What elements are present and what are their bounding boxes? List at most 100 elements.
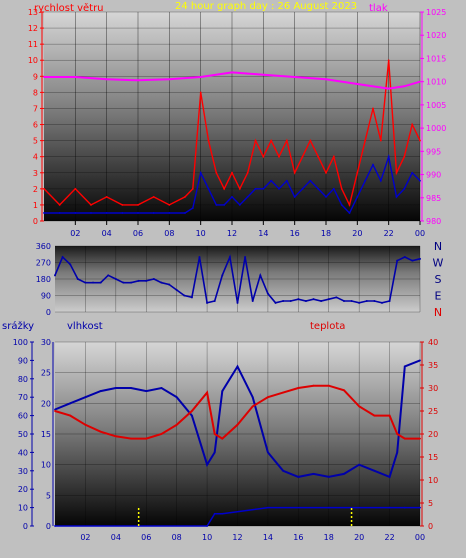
humidity-point (160, 387, 163, 389)
humidity-xtick-label: 02 (80, 533, 90, 542)
wind_avg-point (419, 179, 421, 182)
humidity-xtick-label: 08 (172, 533, 182, 542)
wind_gust-point (379, 139, 382, 142)
temperature-point (327, 384, 330, 387)
direction-point (251, 300, 254, 302)
compass-label: E (435, 290, 442, 303)
wind-xtick-label: 02 (70, 229, 80, 238)
wind_gust-point (215, 171, 218, 174)
humidity-ytick-label: 5 (46, 491, 51, 500)
pressure-point (231, 71, 233, 74)
humidity-point (327, 476, 330, 478)
direction-point (198, 256, 201, 258)
wind_gust-point (74, 187, 77, 190)
humidity-label: vlhkost (67, 321, 103, 332)
direction-point (327, 298, 330, 301)
direction-point (137, 279, 140, 282)
humidity-point (282, 469, 285, 472)
wind_avg-point (395, 195, 398, 198)
rain_rate-point (327, 506, 330, 509)
compass-label: N (434, 306, 442, 319)
direction-point (411, 259, 414, 262)
wind_gust-point (121, 204, 124, 206)
wind_gust-line (43, 60, 421, 207)
wind_avg-point (301, 187, 304, 190)
wind_gust-point (403, 155, 406, 158)
rain-ytick-label: 40 (18, 448, 28, 457)
humidity-ytick-label: 30 (41, 338, 51, 347)
wind_gust-point (419, 139, 421, 142)
wind_avg-point (364, 179, 367, 182)
rain-ytick-label: 100 (13, 338, 28, 347)
humidity-point (297, 476, 300, 478)
wind-pressure-panel: 0123456789101112139809859909951000100510… (28, 8, 447, 238)
temperature-point (69, 414, 72, 417)
direction-point (320, 300, 323, 302)
direction-point (84, 281, 87, 284)
humidity-point (190, 414, 193, 417)
direction-point (380, 301, 383, 304)
direction-point (396, 259, 399, 262)
direction-point (206, 301, 209, 304)
wind_gust-point (387, 59, 390, 62)
humidity-point (419, 359, 421, 362)
rain_rate-point (54, 525, 56, 527)
compass-label: W (433, 257, 444, 270)
pressure-point (403, 85, 406, 88)
direction-point (213, 300, 216, 302)
wind-ytick-label: 7 (33, 104, 38, 113)
wind_gust-point (285, 139, 288, 142)
wind_avg-point (199, 171, 202, 174)
wind_gust-point (137, 204, 139, 206)
wind-speed-label: rychlost větru (34, 2, 104, 14)
humidity-xtick-label: 22 (384, 533, 394, 542)
temperature-point (145, 437, 148, 440)
wind_avg-point (348, 212, 351, 214)
direction-point (190, 296, 193, 299)
wind_avg-point (43, 212, 45, 214)
temperature-ytick-label: 30 (428, 384, 438, 393)
direction-point (61, 256, 64, 258)
pressure-point (419, 80, 421, 83)
wind_avg-point (152, 212, 155, 214)
wind_avg-point (191, 207, 194, 210)
wind-ytick-label: 2 (33, 185, 38, 194)
wind-ytick-label: 9 (33, 72, 38, 81)
wind_avg-point (121, 212, 124, 214)
humidity-point (373, 469, 376, 472)
wind_avg-point (372, 163, 374, 166)
humidity-xtick-label: 12 (232, 533, 242, 542)
rain_rate-point (267, 506, 269, 509)
direction-point (342, 300, 345, 302)
humidity-xtick-label: 10 (202, 533, 212, 542)
humidity-point (388, 476, 391, 478)
wind_gust-point (246, 171, 249, 174)
rain-ytick-label: 80 (18, 375, 28, 384)
direction-point (365, 300, 368, 302)
temperature-point (236, 423, 239, 426)
pressure-ytick-label: 1000 (426, 124, 446, 133)
humidity-xtick-label: 20 (354, 533, 364, 542)
temperature-point (267, 396, 269, 399)
pressure-point (293, 76, 296, 78)
chart-title: 24 hour graph day : 26 August 2023 (175, 1, 357, 12)
temperature-point (84, 423, 87, 426)
pressure-line (44, 71, 421, 90)
humidity-ytick-label: 20 (41, 399, 51, 408)
direction-point (282, 300, 285, 302)
wind_avg-point (207, 187, 210, 190)
humidity-point (251, 396, 254, 399)
wind_gust-point (254, 139, 257, 142)
temperature-point (388, 414, 391, 417)
direction-point (183, 294, 186, 297)
humidity-point (206, 463, 208, 466)
temperature-point (403, 437, 406, 440)
wind_avg-point (90, 212, 92, 214)
wind_gust-point (270, 139, 273, 142)
wind-xtick-label: 00 (415, 229, 425, 238)
pressure-point (387, 87, 390, 90)
pressure-ytick-label: 1020 (426, 31, 446, 40)
direction-ytick-label: 90 (41, 292, 51, 301)
wind_avg-point (74, 212, 77, 214)
